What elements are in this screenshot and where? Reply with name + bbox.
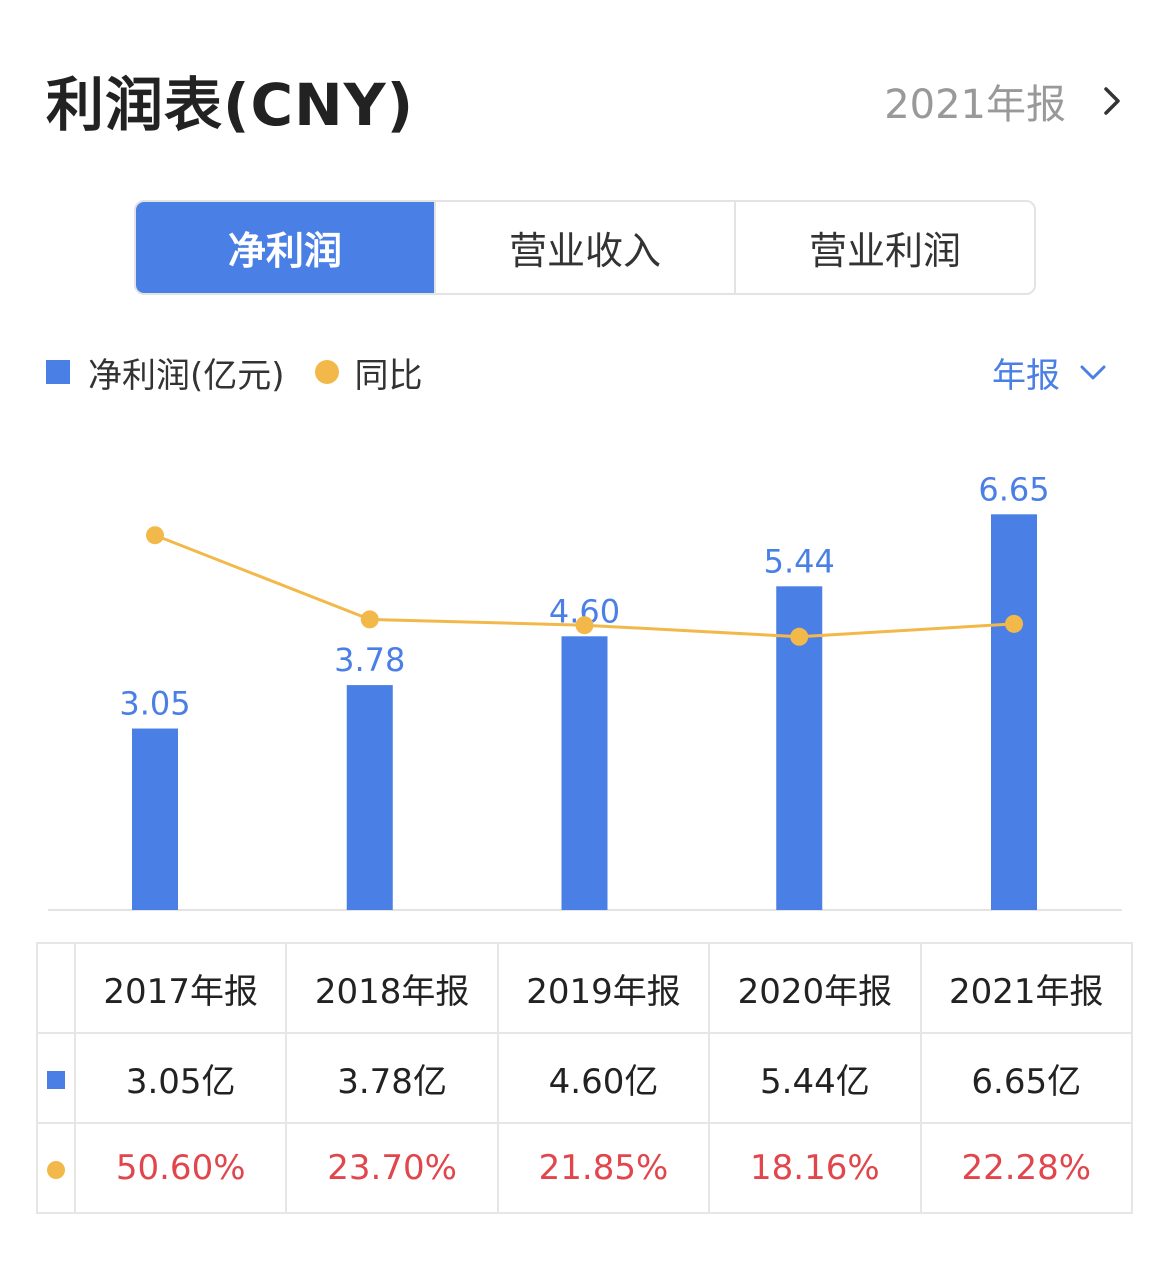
legend-bar-marker: [46, 360, 70, 384]
yoy-growth-point[interactable]: [575, 616, 594, 635]
table-corner-cell: [36, 942, 76, 1034]
report-period-link[interactable]: 2021年报: [884, 72, 1130, 130]
table-cell-growth: 22.28%: [919, 1122, 1134, 1214]
bar-net-profit[interactable]: [991, 514, 1037, 910]
table-cell-growth: 23.70%: [285, 1122, 499, 1214]
table-header-cell: 2017年报: [73, 942, 288, 1034]
period-select[interactable]: 年报: [992, 348, 1108, 396]
yoy-growth-point[interactable]: [360, 610, 379, 629]
table-cell-growth: 50.60%: [73, 1122, 288, 1214]
bar-value-label: 6.65: [978, 470, 1049, 508]
table-cell-profit: 3.78亿: [285, 1032, 499, 1124]
table-cell-growth: 18.16%: [708, 1122, 922, 1214]
metric-tabs: 净利润 营业收入 营业利润: [134, 200, 1036, 295]
table-row-marker: [36, 1032, 76, 1124]
header: 利润表(CNY) 2021年报: [0, 0, 1170, 200]
yoy-growth-point[interactable]: [1005, 614, 1023, 633]
data-table: 2017年报 2018年报 2019年报 2020年报 2021年报 3.05亿…: [36, 942, 1134, 1214]
bar-value-label: 3.05: [119, 685, 190, 723]
chart-legend: 净利润(亿元) 同比: [46, 348, 423, 396]
table-row-net-profit: 3.05亿 3.78亿 4.60亿 5.44亿 6.65亿: [36, 1032, 1134, 1124]
tab-net-profit[interactable]: 净利润: [136, 202, 434, 293]
bar-net-profit[interactable]: [132, 728, 178, 910]
tab-operating-profit[interactable]: 营业利润: [734, 202, 1034, 293]
report-period-label: 2021年报: [884, 82, 1066, 128]
bar-value-label: 5.44: [764, 542, 835, 580]
table-cell-profit: 6.65亿: [919, 1032, 1134, 1124]
table-header-cell: 2019年报: [496, 942, 711, 1034]
table-cell-profit: 4.60亿: [496, 1032, 711, 1124]
table-header-cell: 2021年报: [919, 942, 1134, 1034]
line-series-marker: [47, 1161, 65, 1179]
table-cell-profit: 3.05亿: [73, 1032, 288, 1124]
bar-series-marker: [47, 1071, 65, 1089]
table-row-marker: [36, 1122, 76, 1214]
table-header-row: 2017年报 2018年报 2019年报 2020年报 2021年报: [36, 942, 1134, 1034]
table-header-cell: 2020年报: [708, 942, 922, 1034]
table-row-growth: 50.60% 23.70% 21.85% 18.16% 22.28%: [36, 1122, 1134, 1214]
table-header-cell: 2018年报: [285, 942, 499, 1034]
legend-line-label: 同比: [354, 355, 423, 396]
chevron-right-icon: [1104, 87, 1120, 115]
legend-line-marker: [314, 360, 339, 384]
page-title: 利润表(CNY): [46, 71, 415, 139]
bar-value-label: 3.78: [334, 641, 405, 679]
chevron-down-icon: [1080, 365, 1106, 380]
bar-net-profit[interactable]: [561, 636, 608, 910]
bar-net-profit[interactable]: [346, 685, 393, 910]
yoy-growth-point[interactable]: [146, 526, 164, 545]
table-cell-profit: 5.44亿: [708, 1032, 922, 1124]
tab-operating-revenue[interactable]: 营业收入: [434, 202, 734, 293]
table-cell-growth: 21.85%: [496, 1122, 711, 1214]
period-select-label: 年报: [992, 355, 1060, 396]
legend-bar-label: 净利润(亿元): [88, 355, 285, 396]
net-profit-chart: 3.053.784.605.446.65: [48, 470, 1122, 911]
yoy-growth-point[interactable]: [790, 627, 809, 646]
